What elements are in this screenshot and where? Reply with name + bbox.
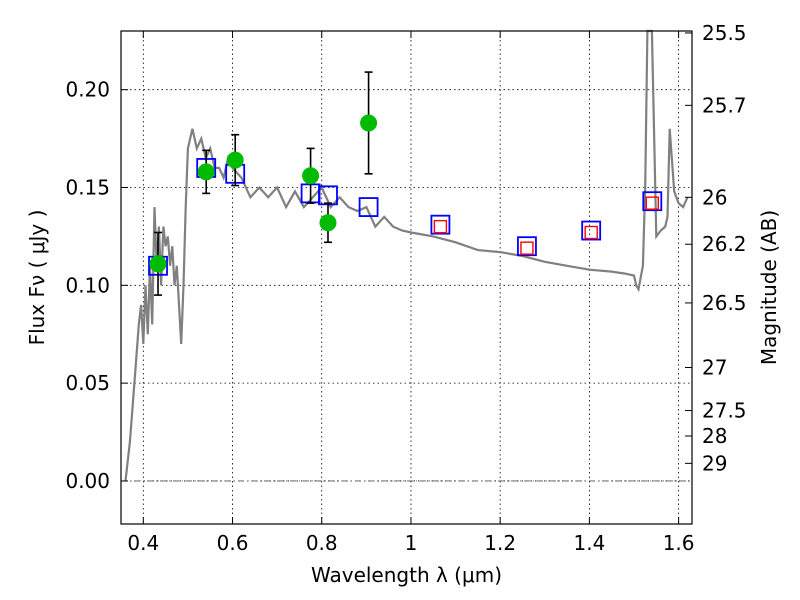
plot-frame xyxy=(120,30,693,525)
x-tick-label: 1.6 xyxy=(663,531,695,555)
model-nir-square xyxy=(645,196,659,210)
y-tick-label: 0.20 xyxy=(65,78,110,102)
mag-tick-label: 29 xyxy=(702,451,727,475)
x-tick-label: 1.4 xyxy=(573,531,605,555)
y-tick-label: 0.15 xyxy=(65,176,110,200)
mag-tick-label: 26.5 xyxy=(702,291,747,315)
x-tick-label: 1.2 xyxy=(484,531,516,555)
model-band-square xyxy=(358,197,379,217)
x-tick-label: 0.4 xyxy=(127,531,159,555)
model-band-square xyxy=(581,220,602,241)
model-band-square xyxy=(430,214,451,235)
model-nir-square xyxy=(584,225,598,240)
mag-tick-label: 28 xyxy=(702,424,727,448)
ticks: 0.4 0.6 0.8 1 1.2 1.4 1.6 0.00 0.05 0.10 0.15 0.20 2… xyxy=(65,21,746,555)
observed-point xyxy=(319,214,337,232)
observed-point xyxy=(302,167,320,185)
mag-tick-label: 27 xyxy=(702,355,727,379)
y-tick-label: 0.10 xyxy=(65,273,110,297)
mag-tick-label: 26 xyxy=(702,185,727,209)
mag-tick-label: 25.7 xyxy=(702,93,747,117)
y-tick-label: 0.05 xyxy=(65,371,110,395)
grid xyxy=(121,31,692,524)
x-axis-label: Wavelength λ (μm) xyxy=(311,563,502,587)
mag-tick-label: 25.5 xyxy=(702,21,747,45)
y-axis-label: Flux Fν ( μJy ) xyxy=(25,210,49,346)
observed-point xyxy=(226,151,244,169)
x-tick-label: 1 xyxy=(405,531,418,555)
x-tick-label: 0.6 xyxy=(217,531,249,555)
model-band-square xyxy=(642,191,663,212)
mag-tick-label: 26.2 xyxy=(702,232,747,256)
spectrum-line xyxy=(124,29,689,482)
y-tick-label: 0.00 xyxy=(65,469,110,493)
x-tick-label: 0.8 xyxy=(306,531,338,555)
model-nir-square xyxy=(433,219,448,234)
model-nir-square xyxy=(520,241,534,255)
observed-point xyxy=(197,163,215,181)
observed-point xyxy=(360,114,378,132)
y2-axis-label: Magnitude (AB) xyxy=(757,210,781,365)
observed-point xyxy=(149,255,167,273)
mag-tick-label: 27.5 xyxy=(702,399,747,423)
data-marks xyxy=(148,71,663,296)
model-band-square xyxy=(517,236,537,257)
